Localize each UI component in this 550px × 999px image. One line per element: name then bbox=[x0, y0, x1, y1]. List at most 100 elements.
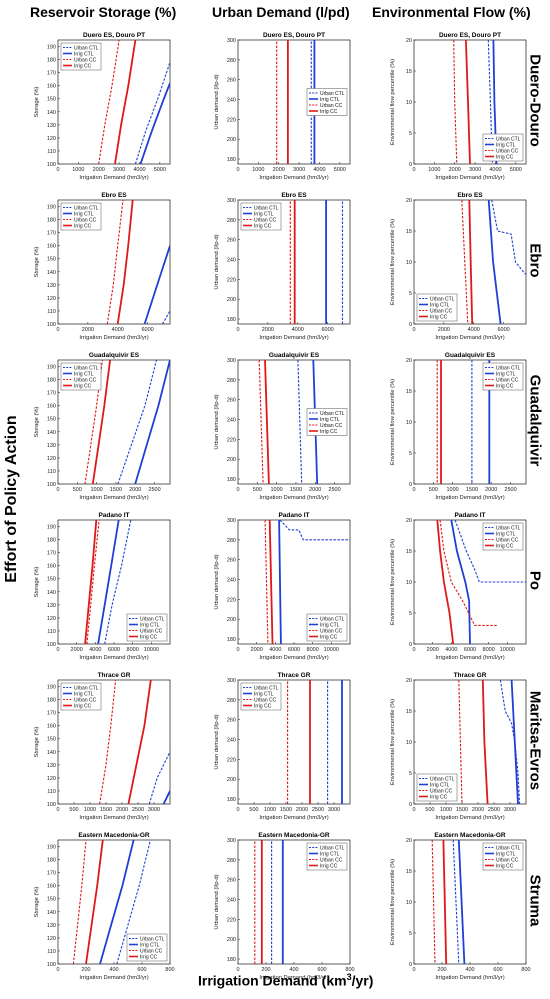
x-tick-label: 1000 bbox=[440, 807, 452, 813]
legend-entry: Irrig CC bbox=[74, 703, 92, 709]
x-tick-label: 600 bbox=[493, 967, 502, 973]
y-tick-label: 15 bbox=[406, 69, 412, 75]
y-tick-label: 5 bbox=[409, 131, 412, 137]
bottom-axis-label-prefix: Irrigation Demand (km bbox=[198, 972, 347, 989]
legend-entry: Urban CTL bbox=[496, 525, 521, 531]
y-tick-label: 260 bbox=[227, 718, 236, 724]
legend-entry: Urban CTL bbox=[140, 936, 165, 942]
x-axis-label: Irrigation Demand (hm3/yr) bbox=[259, 335, 328, 341]
y-tick-label: 20 bbox=[406, 838, 412, 844]
legend-entry: Urban CC bbox=[496, 377, 519, 383]
x-tick-label: 1500 bbox=[110, 487, 122, 493]
y-tick-label: 15 bbox=[406, 709, 412, 715]
y-tick-label: 10 bbox=[406, 420, 412, 426]
y-tick-label: 140 bbox=[47, 110, 56, 116]
series-line-irrig-cc bbox=[481, 680, 489, 804]
x-tick-label: 4000 bbox=[445, 647, 457, 653]
series-line-irrig-ctl bbox=[162, 790, 170, 804]
y-tick-label: 300 bbox=[227, 518, 236, 524]
y-tick-label: 150 bbox=[47, 257, 56, 263]
legend-entry: Urban CTL bbox=[74, 205, 99, 211]
y-tick-label: 100 bbox=[47, 322, 56, 328]
y-tick-label: 15 bbox=[406, 549, 412, 555]
x-tick-label: 2000 bbox=[449, 167, 461, 173]
legend-entry: Irrig CTL bbox=[496, 851, 516, 857]
y-tick-label: 180 bbox=[227, 317, 236, 323]
x-tick-label: 2000 bbox=[309, 487, 321, 493]
y-tick-label: 140 bbox=[47, 270, 56, 276]
legend-entry: Urban CTL bbox=[430, 776, 455, 782]
legend-entry: Urban CC bbox=[254, 697, 277, 703]
series-line-irrig-ctl bbox=[139, 82, 170, 164]
legend-entry: Urban CTL bbox=[74, 45, 99, 51]
series-line-irrig-cc bbox=[442, 840, 448, 964]
x-tick-label: 800 bbox=[521, 967, 530, 973]
x-tick-label: 600 bbox=[137, 967, 146, 973]
x-tick-label: 500 bbox=[73, 487, 82, 493]
x-tick-label: 3000 bbox=[469, 167, 481, 173]
legend-entry: Irrig CTL bbox=[254, 691, 274, 697]
chart-panel-14: Thrace GR 0 500 1000 1500 2000 2500 3000 180 200 2… bbox=[214, 672, 351, 821]
chart-panel-6: Ebro ES 0 2000 4000 6000 0 5 10 15 20 Irrigation D… bbox=[390, 192, 527, 341]
x-tick-label: 500 bbox=[429, 487, 438, 493]
series-line-urban-ctl bbox=[487, 40, 493, 164]
legend-entry: Irrig CC bbox=[496, 154, 514, 160]
chart-panel-1: Duero ES, Douro PT 0 1000 2000 3000 4000 5000 1… bbox=[34, 32, 171, 181]
legend-entry: Urban CC bbox=[74, 217, 97, 223]
y-tick-label: 15 bbox=[406, 229, 412, 235]
y-tick-label: 220 bbox=[227, 437, 236, 443]
legend-entry: Irrig CTL bbox=[496, 531, 516, 537]
series-line-irrig-cc bbox=[127, 680, 152, 804]
series-line-irrig-cc bbox=[268, 520, 274, 644]
x-tick-label: 3000 bbox=[504, 807, 516, 813]
x-tick-label: 0 bbox=[56, 967, 59, 973]
x-tick-label: 2500 bbox=[488, 807, 500, 813]
legend-entry: Urban CTL bbox=[430, 296, 455, 302]
series-line-irrig-ctl bbox=[510, 680, 519, 804]
x-axis-label: Irrigation Demand (hm3/yr) bbox=[259, 495, 328, 501]
y-tick-label: 120 bbox=[47, 296, 56, 302]
y-tick-label: 220 bbox=[227, 277, 236, 283]
y-tick-label: 260 bbox=[227, 78, 236, 84]
y-tick-label: 0 bbox=[409, 482, 412, 488]
legend-entry: Irrig CTL bbox=[430, 302, 450, 308]
y-tick-label: 280 bbox=[227, 218, 236, 224]
y-axis-label: Storage (%) bbox=[34, 566, 40, 597]
chart-panel-10: Padano IT 0 2000 4000 6000 8000 10000 100 110 120… bbox=[34, 512, 171, 661]
x-tick-label: 6000 bbox=[288, 647, 300, 653]
y-tick-label: 260 bbox=[227, 238, 236, 244]
x-tick-label: 600 bbox=[317, 967, 326, 973]
chart-panel-4: Ebro ES 0 2000 4000 6000 100 110 120 130 140 150 16… bbox=[34, 192, 171, 341]
x-tick-label: 4000 bbox=[468, 327, 480, 333]
y-tick-label: 240 bbox=[227, 578, 236, 584]
y-axis-label: Environmental flow percentile (%) bbox=[390, 219, 396, 305]
x-tick-label: 1000 bbox=[428, 167, 440, 173]
y-tick-label: 300 bbox=[227, 838, 236, 844]
y-tick-label: 200 bbox=[227, 297, 236, 303]
x-tick-label: 0 bbox=[412, 487, 415, 493]
chart-title: Padano IT bbox=[454, 512, 485, 519]
y-tick-label: 190 bbox=[47, 845, 56, 851]
y-axis-label: Storage (%) bbox=[34, 886, 40, 917]
legend-entry: Irrig CC bbox=[74, 383, 92, 389]
chart-panel-8: Guadalquivir ES 0 500 1000 1500 2000 2500 180 20… bbox=[214, 352, 351, 501]
series-line-irrig-ctl bbox=[487, 200, 502, 324]
y-axis-label: Environmental flow percentile (%) bbox=[390, 59, 396, 145]
chart-panel-12: Padano IT 0 2000 4000 6000 8000 10000 0 5 10 15 20 I… bbox=[390, 512, 527, 661]
y-tick-label: 10 bbox=[406, 740, 412, 746]
series-line-urban-cc bbox=[258, 360, 264, 484]
x-tick-label: 2500 bbox=[504, 487, 516, 493]
y-tick-label: 280 bbox=[227, 58, 236, 64]
x-axis-label: Irrigation Demand (hm3/yr) bbox=[259, 175, 328, 181]
legend-entry: Urban CTL bbox=[320, 616, 345, 622]
y-tick-label: 20 bbox=[406, 38, 412, 44]
y-tick-label: 220 bbox=[227, 757, 236, 763]
x-tick-label: 0 bbox=[412, 967, 415, 973]
legend-entry: Irrig CC bbox=[140, 954, 158, 960]
y-tick-label: 170 bbox=[47, 711, 56, 717]
